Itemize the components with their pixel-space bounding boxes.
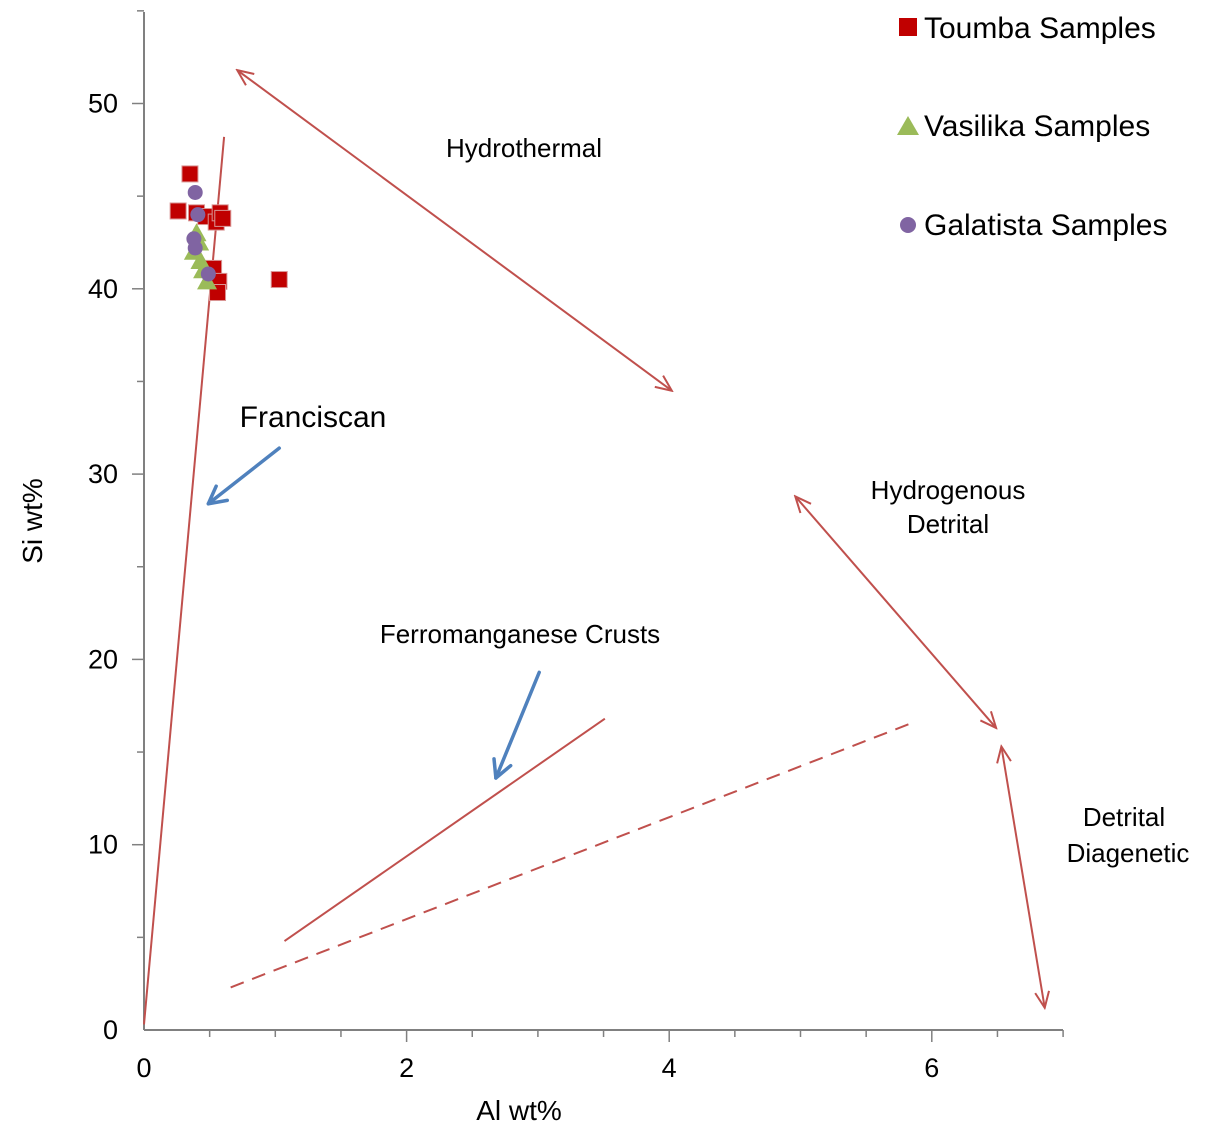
x-tick-label: 6 (924, 1053, 939, 1083)
tick-labels-group: 0 2 4 6 0 10 20 30 40 50 (88, 89, 939, 1084)
toumba-point (169, 202, 187, 220)
legend-marker-toumba (899, 18, 917, 36)
x-axis-title: Al wt% (476, 1095, 562, 1126)
y-tick-label: 30 (88, 459, 118, 489)
y-axis-title: Si wt% (17, 478, 48, 564)
galatista-point (190, 207, 206, 223)
pointer-arrow (492, 670, 541, 780)
annotation-detrital-upper: Detrital (907, 509, 989, 539)
pointer-arrows-group (206, 446, 541, 780)
double-arrow (1001, 746, 1044, 1007)
reference-lines-group (143, 136, 914, 1025)
y-tick-label: 20 (88, 644, 118, 674)
legend-label-galatista: Galatista Samples (924, 209, 1167, 242)
y-tick-label: 50 (88, 89, 118, 119)
double-arrow (237, 70, 672, 391)
pointer-arrow (206, 446, 281, 506)
annotation-ferromanganese-crusts: Ferromanganese Crusts (380, 619, 660, 649)
galatista-point (187, 240, 203, 256)
double-arrows-group (237, 70, 1044, 1008)
legend-marker-vasilika (897, 116, 919, 135)
toumba-point (214, 209, 232, 227)
x-tick-label: 2 (399, 1053, 414, 1083)
toumba-point (270, 271, 288, 289)
x-tick-label: 4 (662, 1053, 677, 1083)
legend-label-vasilika: Vasilika Samples (924, 110, 1150, 143)
annotation-franciscan: Franciscan (240, 401, 387, 434)
y-tick-label: 40 (88, 274, 118, 304)
legend: Toumba Samples Vasilika Samples Galatist… (897, 12, 1167, 242)
vasilika-point (190, 251, 211, 270)
annotation-detrital-lower: Detrital (1083, 802, 1165, 832)
annotation-diagenetic: Diagenetic (1067, 838, 1190, 868)
double-arrow (795, 496, 996, 728)
axis-ticks-group (132, 10, 1064, 1042)
x-tick-label: 0 (136, 1053, 151, 1083)
annotation-hydrothermal: Hydrothermal (446, 133, 602, 163)
data-points-group (169, 165, 288, 302)
legend-label-toumba: Toumba Samples (924, 12, 1156, 45)
dashed-reference-line (230, 721, 914, 989)
galatista-point (200, 266, 216, 282)
y-tick-label: 10 (88, 830, 118, 860)
y-tick-label: 0 (103, 1015, 118, 1045)
reference-line (283, 717, 606, 942)
galatista-point (187, 184, 203, 200)
toumba-point (181, 165, 199, 183)
annotation-hydrogenous: Hydrogenous (871, 475, 1026, 505)
legend-marker-galatista (900, 217, 916, 233)
annotations-group: Hydrothermal Franciscan Hydrogenous Detr… (240, 133, 1190, 868)
